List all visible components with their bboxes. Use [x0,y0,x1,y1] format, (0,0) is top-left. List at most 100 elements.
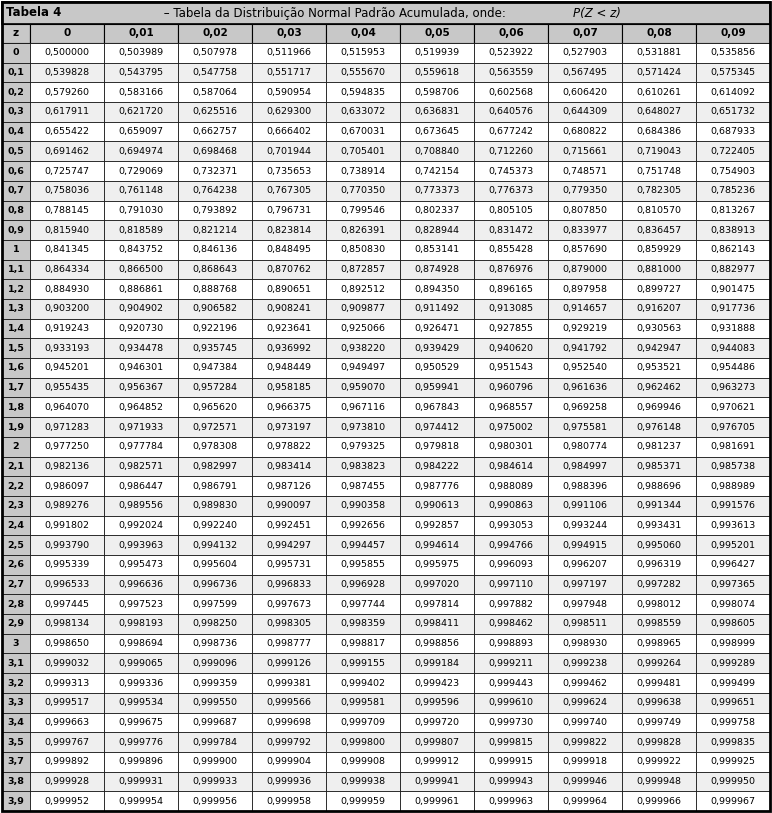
Text: 0,09: 0,09 [720,28,746,38]
Text: 2,3: 2,3 [8,502,25,511]
Text: 0,998777: 0,998777 [266,639,311,648]
Text: 0,908241: 0,908241 [266,304,311,313]
Text: 0,939429: 0,939429 [415,344,459,353]
Bar [622,63,696,82]
Bar [178,398,252,417]
Bar [474,614,548,634]
Text: 0,651732: 0,651732 [710,107,756,116]
Bar [622,634,696,654]
Bar [622,693,696,712]
Text: 0,590954: 0,590954 [266,88,311,97]
Text: 2,8: 2,8 [8,600,25,609]
Bar [178,319,252,338]
Text: 0,677242: 0,677242 [489,127,533,136]
Bar [622,319,696,338]
Bar [696,575,770,594]
Text: 0,981237: 0,981237 [636,442,682,451]
Bar [326,733,400,752]
Text: 0,999922: 0,999922 [636,757,682,767]
Text: 0,587064: 0,587064 [192,88,238,97]
Text: 0,5: 0,5 [8,147,25,156]
Text: 0,2: 0,2 [8,88,25,97]
Text: 0,994915: 0,994915 [563,541,608,550]
Text: 0,999211: 0,999211 [489,659,533,667]
Text: 0,979325: 0,979325 [340,442,385,451]
Text: 0,712260: 0,712260 [489,147,533,156]
Bar [178,201,252,220]
Text: 0,999807: 0,999807 [415,737,459,746]
Bar [474,299,548,319]
Bar [252,201,326,220]
Bar [474,201,548,220]
Bar [252,102,326,122]
Bar [696,358,770,378]
Text: 0,666402: 0,666402 [266,127,311,136]
Text: 0,996427: 0,996427 [710,560,756,569]
Bar [400,378,474,398]
Text: 0,999238: 0,999238 [563,659,608,667]
Bar [622,240,696,259]
Bar [696,594,770,614]
Text: 0,998511: 0,998511 [563,620,608,628]
Bar [548,496,622,515]
Bar [104,141,178,161]
Bar [104,259,178,280]
Text: 0,998856: 0,998856 [415,639,459,648]
Bar [474,496,548,515]
Text: 0,602568: 0,602568 [489,88,533,97]
Bar [252,240,326,259]
Text: 0,864334: 0,864334 [44,265,90,274]
Text: 0,967116: 0,967116 [340,402,385,412]
Text: 0,994766: 0,994766 [489,541,533,550]
Text: 0,850830: 0,850830 [340,246,385,254]
Bar [104,476,178,496]
Text: 0,996736: 0,996736 [192,580,238,589]
Bar [474,220,548,240]
Bar [178,575,252,594]
Text: 0,991802: 0,991802 [45,521,90,530]
Bar [326,496,400,515]
Text: 0,999954: 0,999954 [118,797,164,806]
Bar [548,772,622,791]
Text: 0,995201: 0,995201 [710,541,756,550]
Text: 0,999822: 0,999822 [563,737,608,746]
Bar [548,240,622,259]
Bar [622,594,696,614]
Text: 0,06: 0,06 [498,28,524,38]
Text: 0,523922: 0,523922 [489,48,533,58]
Text: 3,8: 3,8 [8,777,25,786]
Bar [178,712,252,733]
Text: 0,941792: 0,941792 [563,344,608,353]
Text: – Tabela da Distribuição Normal Padrão Acumulada, onde:: – Tabela da Distribuição Normal Padrão A… [160,7,510,20]
Text: 0,742154: 0,742154 [415,167,459,176]
Bar [696,437,770,457]
Bar [30,693,104,712]
Text: 0,988396: 0,988396 [563,481,608,490]
Bar [326,634,400,654]
Text: 0,977250: 0,977250 [45,442,90,451]
Bar [252,141,326,161]
Bar [2,634,30,654]
Text: 0,870762: 0,870762 [266,265,311,274]
Bar [178,122,252,141]
Text: 0,931888: 0,931888 [710,324,756,333]
Text: 0,807850: 0,807850 [563,206,608,215]
Bar [178,673,252,693]
Bar [252,319,326,338]
Text: 0,999289: 0,999289 [710,659,756,667]
Bar [548,555,622,575]
Bar [2,220,30,240]
Text: 0,999961: 0,999961 [415,797,459,806]
Text: 0,698468: 0,698468 [192,147,238,156]
Text: 0,917736: 0,917736 [710,304,756,313]
Text: 0,925066: 0,925066 [340,324,385,333]
Text: 0,531881: 0,531881 [636,48,682,58]
Bar [104,733,178,752]
Bar [400,614,474,634]
Text: 2,9: 2,9 [8,620,25,628]
Text: 0,761148: 0,761148 [118,186,164,195]
Text: 2,4: 2,4 [8,521,25,530]
Bar [252,43,326,63]
Text: 0,995604: 0,995604 [192,560,238,569]
Bar [474,417,548,437]
